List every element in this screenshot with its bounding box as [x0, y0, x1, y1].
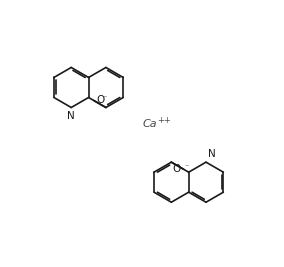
Text: ++: ++: [157, 116, 171, 125]
Text: N: N: [208, 149, 215, 159]
Text: ⁻: ⁻: [184, 162, 189, 171]
Text: ⁻: ⁻: [102, 94, 106, 103]
Text: O: O: [97, 96, 105, 105]
Text: N: N: [67, 111, 75, 121]
Text: Ca: Ca: [143, 119, 158, 129]
Text: O: O: [172, 164, 180, 174]
